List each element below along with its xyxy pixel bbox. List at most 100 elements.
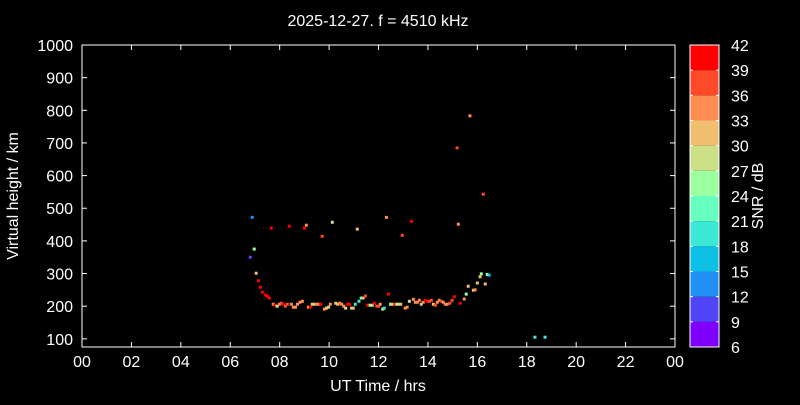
data-point bbox=[429, 298, 433, 302]
data-point bbox=[263, 293, 267, 297]
x-tick-label: 06 bbox=[221, 354, 239, 371]
data-point bbox=[370, 303, 374, 307]
data-point bbox=[324, 306, 328, 310]
data-point bbox=[293, 305, 297, 309]
data-point bbox=[462, 297, 466, 301]
data-point bbox=[445, 302, 449, 306]
data-point bbox=[456, 222, 460, 226]
data-point bbox=[423, 298, 427, 302]
data-point bbox=[431, 302, 435, 306]
data-point bbox=[443, 302, 447, 306]
data-point bbox=[269, 226, 273, 230]
y-tick-label: 200 bbox=[46, 299, 73, 316]
data-point bbox=[250, 215, 254, 219]
data-point bbox=[353, 302, 357, 306]
colorbar-tick-label: 15 bbox=[731, 265, 749, 282]
data-point bbox=[312, 302, 316, 306]
data-point bbox=[400, 233, 404, 237]
colorbar-segment bbox=[690, 120, 719, 146]
colorbar-tick-label: 42 bbox=[731, 38, 749, 55]
colorbar-tick-label: 27 bbox=[731, 164, 749, 181]
data-point bbox=[533, 335, 537, 339]
colorbar-segment bbox=[690, 45, 719, 71]
data-point bbox=[258, 285, 262, 289]
data-point bbox=[344, 306, 348, 310]
data-point bbox=[308, 305, 312, 309]
data-point bbox=[310, 302, 314, 306]
data-point bbox=[295, 302, 299, 306]
data-point bbox=[277, 302, 281, 306]
data-point bbox=[473, 288, 477, 292]
data-point bbox=[468, 114, 472, 118]
data-point bbox=[319, 302, 323, 306]
data-point bbox=[252, 247, 256, 251]
y-tick-label: 500 bbox=[46, 201, 73, 218]
data-points bbox=[248, 114, 547, 339]
chart-title: 2025-12-27. f = 4510 kHz bbox=[287, 13, 468, 30]
data-point bbox=[375, 304, 379, 308]
colorbar-segment bbox=[690, 196, 719, 222]
plot-frame bbox=[81, 44, 676, 348]
data-point bbox=[336, 302, 340, 306]
data-point bbox=[487, 273, 491, 277]
colorbar-tick-label: 30 bbox=[731, 139, 749, 156]
x-axis-label: UT Time / hrs bbox=[330, 378, 426, 395]
colorbar-segment bbox=[690, 296, 719, 322]
data-point bbox=[346, 302, 350, 306]
data-point bbox=[372, 301, 376, 305]
data-point bbox=[479, 272, 483, 276]
x-tick-label: 14 bbox=[419, 354, 437, 371]
data-point bbox=[478, 275, 482, 279]
data-point bbox=[267, 296, 271, 300]
data-point bbox=[363, 294, 367, 298]
data-point bbox=[458, 301, 462, 305]
data-point bbox=[365, 303, 369, 307]
colorbar-tick-label: 24 bbox=[731, 189, 749, 206]
data-point bbox=[248, 255, 252, 259]
data-point bbox=[485, 273, 489, 277]
colorbar-tick-label: 18 bbox=[731, 239, 749, 256]
data-point bbox=[338, 301, 342, 305]
data-point bbox=[471, 288, 475, 292]
data-point bbox=[306, 305, 310, 309]
data-point bbox=[448, 301, 452, 305]
data-point bbox=[405, 305, 409, 309]
data-point bbox=[315, 302, 319, 306]
data-point bbox=[298, 300, 302, 304]
data-point bbox=[455, 146, 459, 150]
data-point bbox=[421, 300, 425, 304]
y-axis-label: Virtual height / km bbox=[5, 132, 22, 260]
data-point bbox=[342, 304, 346, 308]
data-point bbox=[409, 219, 413, 223]
data-point bbox=[279, 301, 283, 305]
x-tick-label: 18 bbox=[518, 354, 536, 371]
data-point bbox=[361, 296, 365, 300]
y-tick-label: 1000 bbox=[37, 38, 73, 55]
colorbar-tick-label: 6 bbox=[731, 340, 740, 357]
data-point bbox=[397, 302, 401, 306]
data-point bbox=[464, 292, 468, 296]
colorbar-tick-label: 36 bbox=[731, 88, 749, 105]
data-point bbox=[441, 300, 445, 304]
data-point bbox=[281, 302, 285, 306]
data-point bbox=[302, 226, 306, 230]
x-tick-label: 02 bbox=[123, 354, 141, 371]
data-point bbox=[382, 306, 386, 310]
data-point bbox=[393, 302, 397, 306]
data-point bbox=[285, 302, 289, 306]
y-tick-label: 900 bbox=[46, 71, 73, 88]
x-tick-label: 04 bbox=[172, 354, 190, 371]
x-tick-label: 20 bbox=[567, 354, 585, 371]
data-point bbox=[427, 299, 431, 303]
y-axis: 100 200 300 400 500 600 700 800 900 1000 bbox=[37, 38, 675, 349]
data-point bbox=[271, 302, 275, 306]
data-point bbox=[389, 302, 393, 306]
data-point bbox=[260, 290, 264, 294]
data-point bbox=[351, 306, 355, 310]
data-point bbox=[287, 224, 291, 228]
data-point bbox=[543, 335, 547, 339]
x-axis: 00 02 04 06 08 10 12 14 16 18 20 22 00 bbox=[73, 45, 684, 371]
colorbar-tick-label: 21 bbox=[731, 214, 749, 231]
y-tick-label: 300 bbox=[46, 267, 73, 284]
data-point bbox=[413, 300, 417, 304]
